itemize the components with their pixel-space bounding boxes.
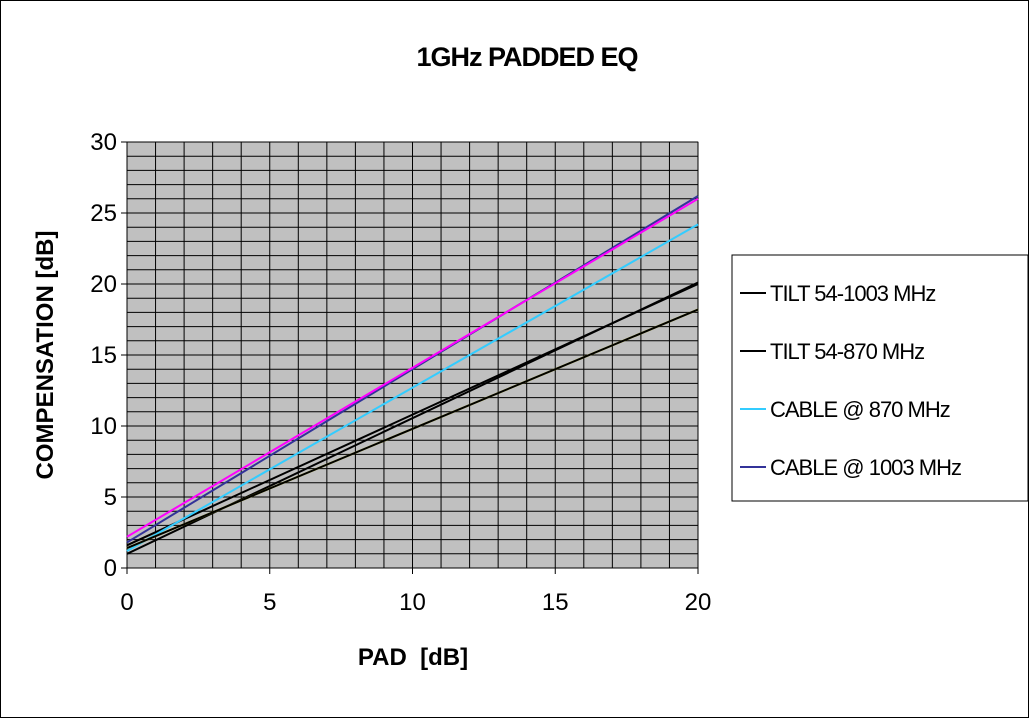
series-line-3 xyxy=(126,223,699,552)
series-line-4 xyxy=(126,195,699,544)
legend-label-4: CABLE @ 1003 MHz xyxy=(770,455,961,480)
x-axis-title: PAD [dB] xyxy=(358,644,468,671)
x-tick-label: 20 xyxy=(685,589,712,616)
legend-label-1: TILT 54-1003 MHz xyxy=(770,281,935,306)
y-axis-title: COMPENSATION [dB] xyxy=(32,231,59,480)
grid xyxy=(126,141,699,569)
series-lines xyxy=(126,195,699,555)
y-tick-label: 25 xyxy=(90,200,117,227)
y-tick-label: 20 xyxy=(90,271,117,298)
y-tick-label: 0 xyxy=(104,555,117,582)
y-tick-label: 30 xyxy=(90,129,117,156)
x-tick-labels: 0 5 10 15 20 xyxy=(120,568,711,616)
x-tick-label: 10 xyxy=(399,589,426,616)
legend-label-3: CABLE @ 870 MHz xyxy=(770,397,950,422)
series-line-2 xyxy=(126,283,699,547)
x-tick-label: 15 xyxy=(542,589,569,616)
y-tick-label: 15 xyxy=(90,342,117,369)
legend-box xyxy=(731,254,1029,502)
series-line-7 xyxy=(126,308,699,550)
legend: TILT 54-1003 MHz TILT 54-870 MHz CABLE @ 8… xyxy=(731,254,1029,502)
y-tick-labels: 0 5 10 15 20 25 30 xyxy=(90,129,127,582)
y-tick-label: 5 xyxy=(104,484,117,511)
x-tick-label: 5 xyxy=(263,589,276,616)
series-line-5 xyxy=(126,197,699,538)
x-tick-label: 0 xyxy=(120,589,133,616)
y-tick-label: 10 xyxy=(90,413,117,440)
chart-title: 1GHz PADDED EQ xyxy=(416,42,637,72)
legend-label-2: TILT 54-870 MHz xyxy=(770,339,924,364)
